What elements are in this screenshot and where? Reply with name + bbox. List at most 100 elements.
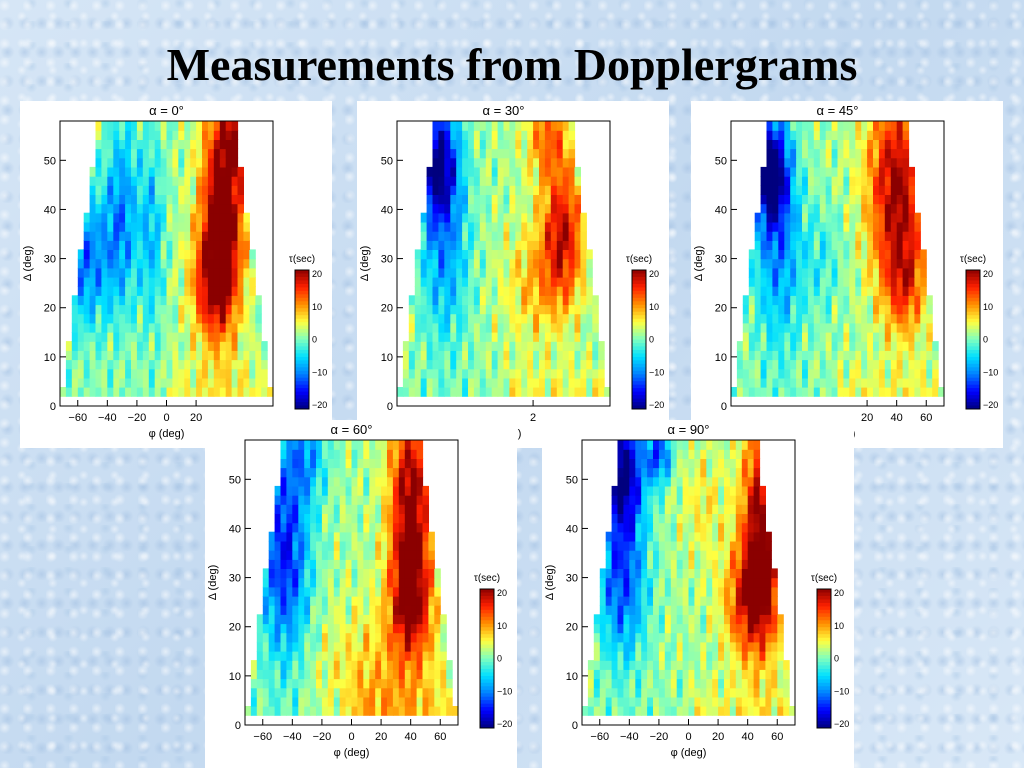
heatmap-cell xyxy=(392,440,400,450)
heatmap-cell xyxy=(873,240,880,250)
heatmap-cell xyxy=(398,467,406,478)
heatmap-cell xyxy=(562,276,570,287)
heatmap-cell xyxy=(83,249,91,260)
heatmap-cell xyxy=(521,249,528,260)
heatmap-cell xyxy=(178,295,185,306)
heatmap-cell xyxy=(735,651,743,661)
heatmap-cell xyxy=(381,513,388,524)
heatmap-cell xyxy=(544,322,552,333)
heatmap-cell xyxy=(593,669,601,680)
heatmap-cell xyxy=(753,550,761,560)
heatmap-cell xyxy=(784,203,791,214)
heatmap-cell xyxy=(345,550,353,560)
y-tick-label: 10 xyxy=(44,352,56,364)
colorbar-segment xyxy=(632,381,646,386)
heatmap-cell xyxy=(95,359,102,370)
heatmap-cell xyxy=(884,185,892,195)
heatmap-cell xyxy=(148,267,156,278)
heatmap-cell xyxy=(658,476,666,487)
heatmap-cell xyxy=(521,240,528,250)
heatmap-cell xyxy=(562,341,570,351)
heatmap-cell xyxy=(428,669,435,680)
heatmap-cell xyxy=(623,504,630,514)
heatmap-cell xyxy=(387,476,394,487)
heatmap-cell xyxy=(544,350,552,361)
heatmap-cell xyxy=(456,176,463,186)
heatmap-cell xyxy=(556,185,564,195)
heatmap-cell xyxy=(706,632,713,643)
heatmap-cell xyxy=(125,341,132,351)
heatmap-cell xyxy=(766,139,773,150)
heatmap-cell xyxy=(65,350,73,361)
heatmap-cell xyxy=(172,176,179,186)
heatmap-cell xyxy=(298,641,305,652)
heatmap-cell xyxy=(825,322,833,333)
heatmap-cell xyxy=(664,531,672,542)
heatmap-cell xyxy=(706,678,713,689)
heatmap-cell xyxy=(765,595,772,606)
heatmap-cell xyxy=(131,185,138,195)
heatmap-cell xyxy=(339,485,347,496)
heatmap-cell xyxy=(729,641,737,652)
heatmap-cell xyxy=(682,678,690,689)
heatmap-cell xyxy=(450,295,457,306)
heatmap-cell xyxy=(802,368,809,379)
heatmap-cell xyxy=(617,568,624,579)
heatmap-cell xyxy=(873,286,880,296)
heatmap-cell xyxy=(408,350,416,361)
heatmap-cell xyxy=(404,696,412,707)
heatmap-cell xyxy=(568,194,576,205)
heatmap-cell xyxy=(884,212,892,223)
heatmap-cell xyxy=(468,240,475,250)
heatmap-cell xyxy=(219,258,227,269)
heatmap-cell xyxy=(432,166,439,177)
heatmap-cell xyxy=(172,240,179,250)
heatmap-cell xyxy=(802,332,809,342)
colorbar-segment xyxy=(817,613,831,618)
heatmap-cell xyxy=(849,350,856,361)
x-tick-label: −60 xyxy=(590,731,609,743)
heatmap-cell xyxy=(759,577,766,588)
heatmap-cell xyxy=(736,387,744,397)
heatmap-cell xyxy=(539,304,546,315)
heatmap-cell xyxy=(101,295,108,306)
heatmap-cell xyxy=(527,166,534,177)
heatmap-cell xyxy=(172,313,179,324)
heatmap-cell xyxy=(658,531,666,542)
heatmap-cell xyxy=(410,458,418,469)
heatmap-cell xyxy=(420,286,428,296)
heatmap-cell xyxy=(807,166,815,177)
heatmap-cell xyxy=(653,550,660,560)
heatmap-cell xyxy=(71,332,79,342)
heatmap-cell xyxy=(771,651,778,661)
heatmap-cell xyxy=(292,605,299,615)
heatmap-cell xyxy=(772,313,779,324)
heatmap-cell xyxy=(556,267,564,278)
heatmap-cell xyxy=(450,276,457,287)
heatmap-cell xyxy=(837,377,844,388)
heatmap-cell xyxy=(292,660,299,670)
heatmap-cell xyxy=(249,286,256,296)
heatmap-cell xyxy=(562,359,570,370)
heatmap-cell xyxy=(119,387,126,397)
heatmap-cell xyxy=(440,687,447,698)
heatmap-cell xyxy=(160,267,168,278)
y-tick-label: 20 xyxy=(44,303,56,315)
heatmap-cell xyxy=(333,550,341,560)
heatmap-cell xyxy=(611,522,619,533)
heatmap-cell xyxy=(333,540,341,551)
heatmap-cell xyxy=(148,249,156,260)
heatmap-cell xyxy=(351,559,358,569)
heatmap-cell xyxy=(468,304,475,315)
heatmap-cell xyxy=(321,568,329,579)
heatmap-cell xyxy=(664,522,672,533)
heatmap-cell xyxy=(783,669,790,680)
colorbar-segment xyxy=(817,689,831,694)
heatmap-cell xyxy=(783,660,790,670)
heatmap-cell xyxy=(369,706,376,716)
heatmap-cell xyxy=(292,550,299,560)
heatmap-cell xyxy=(256,660,264,670)
heatmap-cell xyxy=(166,240,173,250)
heatmap-cell xyxy=(796,350,803,361)
heatmap-cell xyxy=(550,295,558,306)
